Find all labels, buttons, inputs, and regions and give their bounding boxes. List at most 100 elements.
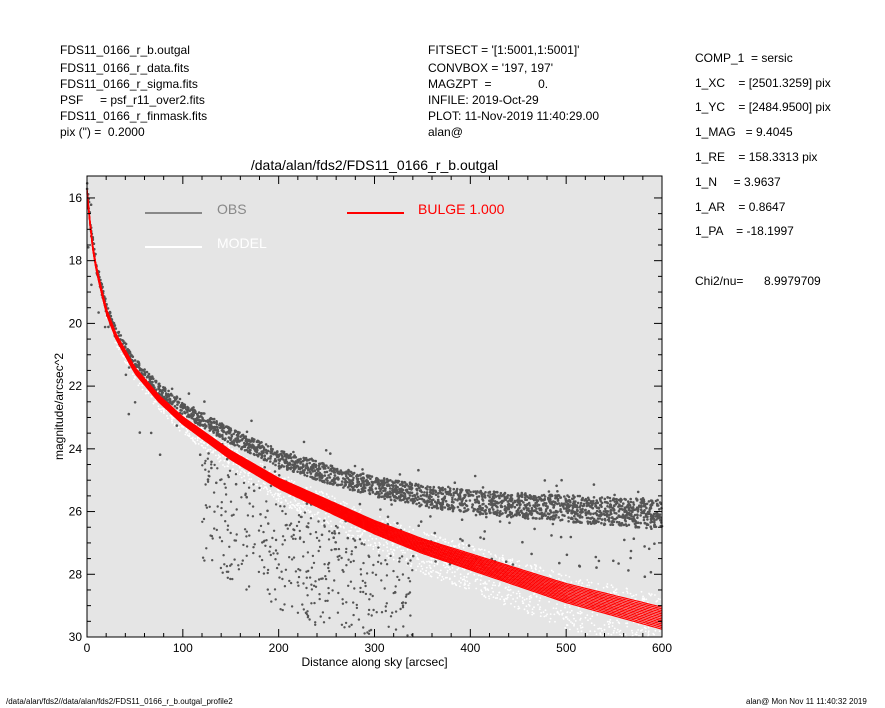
obs-point	[427, 496, 431, 500]
obs-point	[386, 491, 389, 494]
obs-point	[206, 480, 210, 483]
model-point	[350, 536, 353, 539]
obs-point	[198, 419, 202, 423]
model-point	[379, 516, 381, 518]
model-point	[486, 588, 489, 591]
obs-point	[396, 522, 399, 525]
obs-point	[237, 445, 241, 448]
obs-point	[556, 490, 559, 493]
model-point	[192, 439, 194, 441]
obs-point	[633, 513, 637, 517]
obs-point	[226, 528, 229, 531]
obs-point	[362, 626, 365, 629]
obs-point	[330, 470, 334, 473]
model-point	[468, 587, 470, 590]
obs-point	[389, 615, 393, 618]
obs-point	[529, 510, 533, 513]
obs-point	[476, 490, 479, 493]
obs-point	[407, 485, 410, 488]
model-point	[287, 476, 290, 479]
obs-point	[629, 497, 632, 501]
model-point	[423, 531, 425, 534]
obs-point	[367, 608, 371, 612]
obs-point	[639, 508, 643, 512]
obs-point	[290, 605, 294, 608]
obs-point	[496, 509, 499, 512]
model-point	[356, 537, 359, 539]
obs-point	[266, 445, 270, 448]
model-point	[457, 544, 460, 547]
obs-point	[650, 499, 654, 503]
model-point	[282, 496, 285, 498]
model-point	[315, 490, 317, 493]
obs-point	[521, 540, 524, 544]
model-point	[196, 439, 199, 442]
model-point	[288, 479, 290, 482]
model-point	[369, 535, 371, 537]
model-point	[361, 533, 363, 536]
obs-point	[488, 495, 492, 499]
model-point	[297, 502, 299, 505]
obs-point	[561, 513, 564, 517]
obs-point	[182, 404, 185, 407]
obs-point	[138, 367, 142, 370]
model-point	[405, 559, 407, 562]
model-point	[647, 633, 650, 636]
obs-point	[472, 490, 475, 494]
model-point	[597, 583, 600, 585]
obs-point	[255, 450, 259, 454]
obs-point	[642, 502, 646, 505]
model-point	[451, 582, 454, 585]
model-point	[121, 354, 124, 357]
model-point	[222, 464, 224, 466]
model-point	[329, 520, 332, 523]
obs-point	[632, 501, 635, 504]
obs-point	[274, 463, 277, 467]
obs-point	[417, 524, 421, 527]
obs-point	[582, 504, 586, 507]
obs-point	[264, 448, 268, 452]
obs-point	[248, 502, 251, 505]
model-point	[529, 600, 531, 603]
obs-point	[535, 499, 539, 502]
model-point	[560, 609, 562, 612]
model-point	[556, 603, 558, 605]
model-point	[530, 567, 533, 570]
obs-point	[388, 487, 392, 490]
obs-point	[305, 462, 309, 466]
model-point	[304, 508, 306, 510]
model-point	[459, 585, 461, 588]
model-point	[467, 573, 469, 575]
model-point	[644, 630, 647, 633]
model-point	[647, 630, 650, 633]
model-point	[461, 542, 464, 545]
model-point	[622, 591, 625, 594]
obs-point	[320, 473, 323, 476]
header-left-line: pix (") = 0.2000	[60, 125, 145, 139]
model-point	[640, 630, 642, 632]
obs-point	[489, 493, 492, 496]
obs-point	[598, 497, 602, 500]
model-point	[641, 599, 644, 601]
model-point	[123, 355, 125, 358]
obs-point	[526, 515, 529, 518]
obs-point	[578, 505, 581, 509]
model-point	[292, 504, 294, 506]
obs-point	[559, 496, 562, 499]
obs-point	[624, 516, 627, 520]
obs-point	[453, 481, 457, 485]
obs-point	[310, 588, 314, 591]
obs-point	[374, 479, 377, 483]
model-point	[141, 388, 144, 391]
obs-point	[418, 497, 421, 501]
obs-point	[583, 499, 586, 502]
model-point	[390, 548, 392, 550]
obs-point	[425, 502, 429, 506]
obs-point	[294, 570, 298, 573]
model-point	[226, 465, 229, 468]
model-point	[569, 628, 571, 631]
obs-point	[410, 486, 414, 490]
model-point	[379, 543, 381, 546]
model-point	[178, 429, 181, 432]
